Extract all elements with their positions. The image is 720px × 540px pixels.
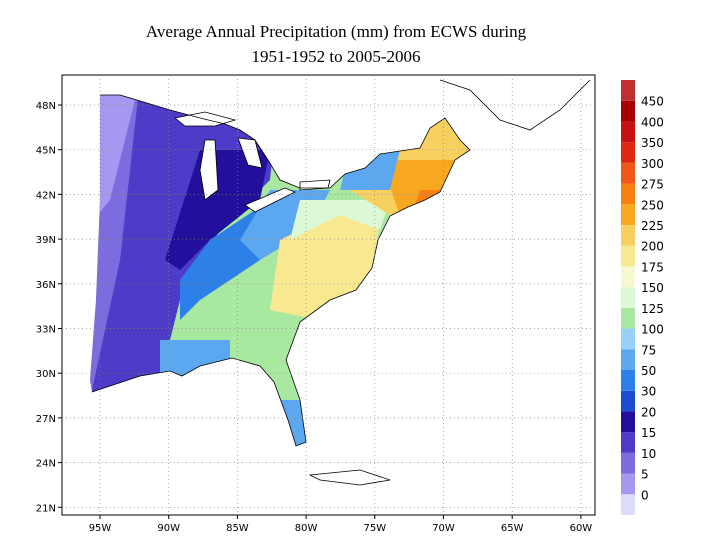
colorbar-swatch [621, 245, 635, 267]
colorbar-label: 15 [641, 426, 656, 440]
colorbar-swatch [621, 121, 635, 143]
lon-label: 95W [89, 523, 112, 534]
colorbar-swatch [621, 287, 635, 308]
colorbar-swatch [621, 349, 635, 370]
lon-label: 80W [295, 523, 318, 534]
title-line: Average Annual Precipitation (mm) from E… [146, 22, 527, 41]
colorbar-label: 300 [641, 157, 664, 171]
colorbar-swatch [621, 411, 635, 433]
lon-label: 85W [226, 523, 249, 534]
colorbar: 0 5 10 15 20 30 50 75 100 125 150 175 200 225 250 275 30… [621, 80, 664, 515]
colorbar-label: 200 [641, 240, 664, 254]
lon-label: 65W [501, 523, 524, 534]
colorbar-label: 0 [641, 488, 649, 502]
lon-label: 90W [157, 523, 180, 534]
lon-label: 75W [363, 523, 386, 534]
coastlines [91, 79, 591, 486]
lat-label: 33N [36, 325, 56, 336]
colorbar-label: 5 [641, 468, 649, 482]
title-line: 1951-1952 to 2005-2006 [251, 47, 420, 66]
colorbar-swatch [621, 162, 635, 184]
lat-label: 27N [36, 414, 56, 425]
lat-label: 39N [36, 235, 56, 246]
lat-label: 42N [36, 190, 56, 201]
colorbar-label: 100 [641, 323, 664, 337]
colorbar-label: 20 [641, 405, 656, 419]
colorbar-swatch [621, 80, 635, 101]
colorbar-label: 30 [641, 385, 656, 399]
colorbar-label: 350 [641, 136, 664, 150]
colorbar-swatch [621, 370, 635, 391]
colorbar-swatch [621, 494, 635, 515]
colorbar-swatch [621, 100, 635, 122]
colorbar-swatch [621, 452, 635, 474]
colorbar-swatch [621, 225, 635, 246]
lon-label: 70W [432, 523, 455, 534]
colorbar-label: 75 [641, 343, 656, 357]
lon-label: 60W [570, 523, 593, 534]
colorbar-swatch [621, 390, 635, 412]
colorbar-swatch [621, 183, 635, 205]
colorbar-label: 125 [641, 302, 664, 316]
colorbar-swatch [621, 142, 635, 163]
lat-label: 36N [36, 280, 56, 291]
colorbar-label: 150 [641, 281, 664, 295]
lat-label: 24N [36, 459, 56, 470]
lat-label: 45N [36, 146, 56, 157]
lat-label: 30N [36, 369, 56, 380]
colorbar-swatch [621, 266, 635, 288]
colorbar-swatch [621, 204, 635, 225]
lat-label: 48N [36, 101, 56, 112]
colorbar-label: 275 [641, 178, 664, 192]
colorbar-label: 175 [641, 260, 664, 274]
colorbar-label: 50 [641, 364, 656, 378]
colorbar-swatch [621, 307, 635, 329]
colorbar-label: 10 [641, 447, 656, 461]
colorbar-label: 400 [641, 115, 664, 129]
colorbar-swatch [621, 473, 635, 495]
colorbar-label: 450 [641, 95, 664, 109]
colorbar-label: 250 [641, 198, 664, 212]
colorbar-label: 225 [641, 219, 664, 233]
colorbar-swatch [621, 328, 635, 350]
colorbar-swatch [621, 432, 635, 453]
lat-label: 21N [36, 503, 56, 514]
